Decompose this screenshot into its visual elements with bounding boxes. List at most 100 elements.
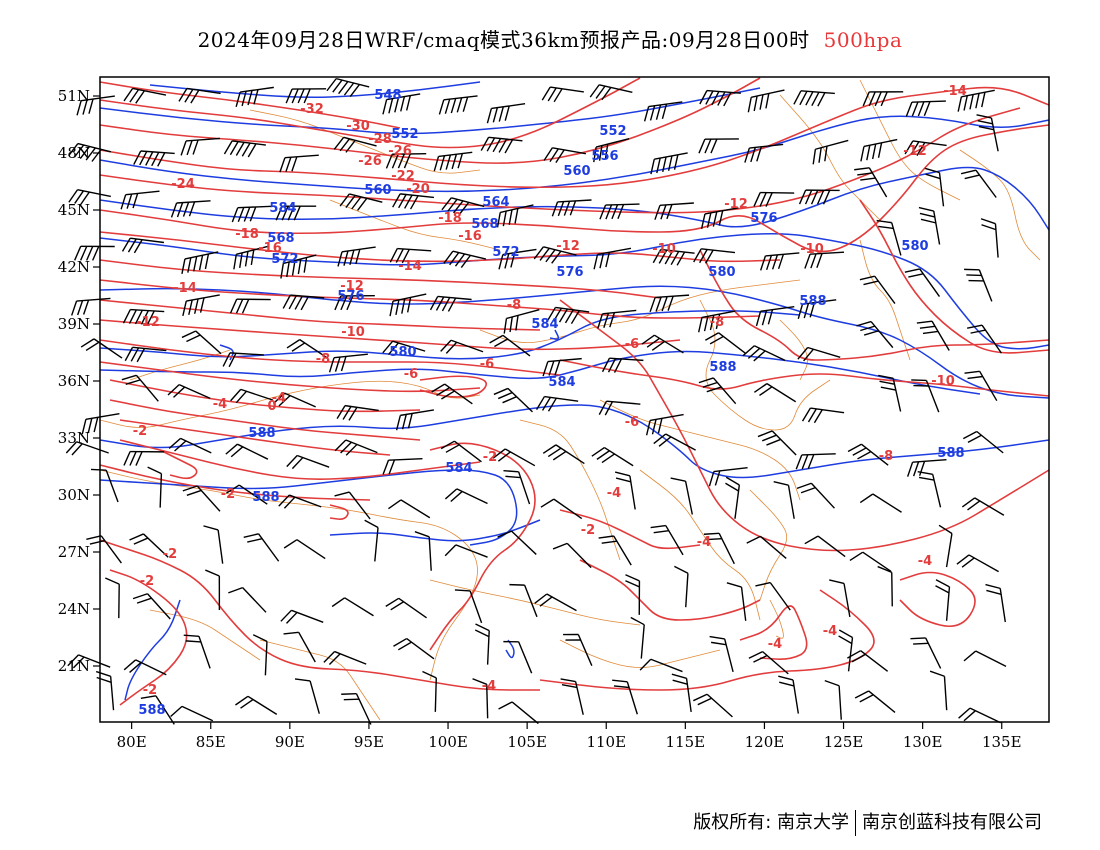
temperature-label: -24	[171, 177, 195, 192]
wind-barb-icon	[389, 247, 432, 264]
wind-barb-icon	[700, 207, 739, 229]
wind-barb-icon	[228, 586, 267, 613]
wind-barb-icon	[333, 136, 377, 153]
wind-barb-icon	[542, 444, 585, 465]
height-label: 556	[591, 149, 618, 164]
wind-barb-icon	[454, 589, 483, 624]
wind-barb-icon	[938, 524, 953, 568]
temperature-isotherm	[99, 86, 1050, 189]
wind-barb-icon	[493, 387, 533, 413]
boundary-line	[859, 79, 961, 201]
wind-barb-icon	[395, 409, 435, 431]
temperature-label: -6	[625, 337, 639, 352]
height-label: 588	[248, 426, 275, 441]
wind-barb-icon	[382, 93, 421, 115]
temperature-label: -26	[358, 154, 382, 169]
wind-barb-icon	[804, 251, 845, 269]
temperature-isotherm	[559, 509, 701, 550]
boundary-line	[779, 94, 881, 221]
wind-barb-icon	[441, 197, 485, 215]
wind-barb-icon	[860, 138, 898, 162]
wind-barb-icon	[591, 446, 634, 467]
wind-barb-icon	[334, 294, 375, 311]
temperature-label: -2	[221, 487, 235, 502]
wind-barb-icon	[440, 339, 484, 354]
lat-tick-label: 21N	[58, 657, 90, 675]
lat-tick-label: 33N	[58, 429, 90, 447]
wind-barb-icon	[229, 298, 271, 314]
temperature-label: -8	[507, 298, 521, 313]
height-label: 588	[252, 490, 279, 505]
wind-barb-icon	[280, 609, 324, 624]
height-contour	[549, 329, 560, 340]
wind-barb-icon	[104, 577, 120, 619]
wind-barb-icon	[709, 635, 734, 673]
boundary-line	[429, 579, 641, 626]
wind-barb-icon	[182, 294, 220, 317]
wind-barb-icon	[551, 199, 592, 217]
wind-barb-icon	[560, 678, 584, 715]
wind-barb-icon	[793, 90, 835, 107]
wind-barb-icon	[905, 100, 946, 117]
boundary-line	[99, 380, 481, 428]
wind-barb-icon	[203, 525, 224, 564]
wind-barb-icon	[133, 150, 175, 167]
wind-barb-icon	[705, 332, 747, 355]
chart-title: 2024年09月28日WRF/cmaq模式36km预报产品:09月28日00时 5…	[0, 24, 1100, 53]
wind-barb-icon	[272, 392, 316, 408]
wind-barb-icon	[795, 453, 836, 470]
temperature-isotherm	[899, 571, 976, 628]
height-label: 560	[364, 183, 391, 198]
temperature-isotherm	[119, 439, 481, 480]
height-label: 584	[269, 201, 296, 216]
wind-barb-icon	[612, 679, 639, 715]
wind-barb-icon	[68, 142, 112, 162]
height-label: 560	[563, 164, 590, 179]
wind-barb-icon	[778, 675, 800, 714]
wind-barb-icon	[140, 695, 175, 725]
wind-barb-icon	[68, 189, 111, 206]
temperature-label: -12	[556, 239, 580, 254]
temperature-isotherm	[419, 375, 488, 398]
wind-barb-icon	[534, 593, 577, 612]
wind-barb-icon	[725, 476, 741, 519]
temperature-label: -4	[213, 397, 227, 412]
wind-barb-icon	[503, 469, 531, 505]
wind-barb-icon	[503, 640, 533, 674]
wind-barb-icon	[918, 206, 941, 245]
wind-barb-icon	[283, 539, 326, 560]
wind-barb-icon	[692, 693, 733, 718]
wind-barb-icon	[223, 140, 266, 158]
wind-barb-icon	[225, 484, 268, 505]
wind-barb-icon	[847, 650, 889, 672]
wind-barb-icon	[65, 441, 109, 456]
wind-barb-icon	[433, 151, 473, 172]
boundary-line	[329, 199, 501, 251]
wind-barb-icon	[540, 498, 583, 520]
wind-barb-icon	[956, 554, 999, 573]
wind-barb-icon	[122, 308, 165, 325]
temperature-isotherm	[559, 359, 1050, 397]
lat-tick-label: 51N	[58, 87, 90, 105]
wind-barb-icon	[252, 634, 268, 676]
wind-barb-icon	[440, 440, 482, 463]
height-label: 576	[750, 211, 777, 226]
wind-barb-icon	[474, 623, 490, 665]
wind-barb-icon	[498, 701, 539, 725]
temperature-isotherm	[109, 399, 421, 441]
wind-barb-icon	[542, 357, 582, 377]
wind-barb-icon	[170, 705, 214, 722]
boundary-line	[639, 469, 761, 621]
wind-barb-icon	[757, 430, 797, 456]
temperature-label: -4	[697, 535, 711, 550]
lon-tick-label: 90E	[275, 733, 305, 751]
wind-barb-icon	[854, 690, 896, 713]
wind-barb-icon	[121, 237, 165, 254]
wind-barb-icon	[876, 219, 902, 256]
wind-barb-icon	[286, 339, 329, 360]
temperature-label: -2	[140, 574, 154, 589]
wind-barb-icon	[798, 189, 840, 205]
lon-tick-label: 110E	[586, 733, 626, 751]
temperature-label: -4	[272, 391, 286, 406]
temperature-label: -4	[607, 486, 621, 501]
